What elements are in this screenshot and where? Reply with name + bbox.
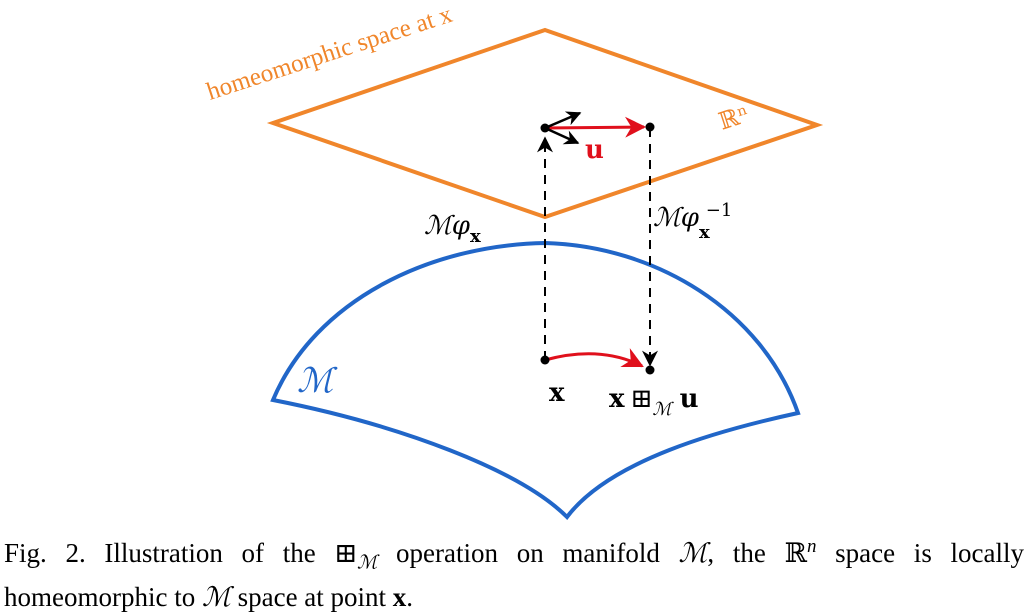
tangent-plane [266, 27, 824, 220]
plane-u-point [645, 122, 655, 132]
x-label: x [549, 378, 565, 408]
manifold-diagram: homeomorphic space at x ℝⁿ ℳ u ℳφx ℳφx−1… [204, 1, 824, 520]
figure-caption: Fig. 2. Illustration of the ⊞ℳ operation… [4, 536, 1024, 613]
rn-label: ℝⁿ [715, 100, 752, 136]
phi-inverse-label: ℳφx−1 [653, 200, 732, 243]
u-label: u [585, 135, 604, 165]
phi-label: ℳφx [424, 211, 481, 247]
point-result [645, 365, 655, 375]
basis-arrow-up [544, 111, 582, 130]
plane-origin-point [540, 123, 550, 133]
point-x [540, 355, 550, 365]
manifold-surface [270, 240, 801, 520]
manifold-label: ℳ [297, 361, 338, 401]
basis-arrow-down [544, 126, 580, 145]
result-label: x ⊞ℳ u [609, 384, 699, 420]
vector-u-arrow [544, 116, 647, 138]
boxplus-curve-arrow [544, 348, 644, 368]
homeomorphic-label: homeomorphic space at x [204, 1, 456, 106]
